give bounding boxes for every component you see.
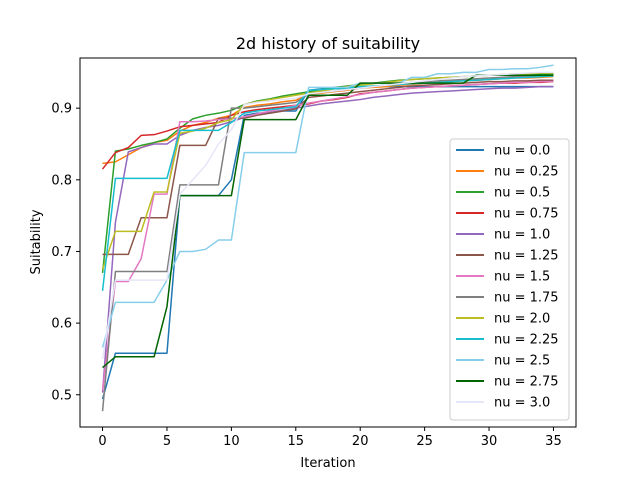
legend-label-12: nu = 3.0 — [494, 396, 550, 411]
series-line-12 — [101, 71, 554, 360]
y-tick-label: 0.5 — [51, 388, 72, 403]
legend: nu = 0.0 nu = 0.25 nu = 0.5 nu = 0.75 nu = 1… — [449, 138, 570, 421]
x-axis-label: Iteration — [300, 456, 355, 471]
legend-label-7: nu = 1.75 — [494, 291, 559, 306]
x-tick-label: 25 — [416, 434, 433, 449]
legend-label-9: nu = 2.25 — [494, 333, 559, 348]
legend-box — [449, 138, 570, 421]
x-tick-label: 35 — [545, 434, 562, 449]
x-tick-label: 20 — [352, 434, 369, 449]
legend-label-3: nu = 0.75 — [494, 207, 559, 222]
x-tick-label: 30 — [481, 434, 498, 449]
chart-title: 2d history of suitability — [236, 34, 420, 53]
legend-label-8: nu = 2.0 — [494, 312, 550, 327]
x-tick-label: 0 — [98, 434, 106, 449]
x-tick-label: 15 — [288, 434, 305, 449]
legend-label-10: nu = 2.5 — [494, 354, 550, 369]
legend-label-6: nu = 1.5 — [494, 270, 550, 285]
series-line-6 — [101, 80, 554, 391]
series-layer — [101, 64, 554, 412]
y-axis-label: Suitability — [29, 209, 44, 274]
legend-label-5: nu = 1.25 — [494, 249, 559, 264]
series-line-9 — [101, 75, 554, 291]
y-tick-label: 0.9 — [51, 102, 72, 117]
legend-label-1: nu = 0.25 — [494, 165, 559, 180]
x-axis: 0 5 10 15 20 25 30 35 — [98, 427, 562, 449]
y-tick-label: 0.8 — [51, 173, 72, 188]
legend-label-0: nu = 0.0 — [494, 144, 550, 159]
legend-label-4: nu = 1.0 — [494, 228, 550, 243]
plot-frame — [79, 57, 577, 428]
x-tick-label: 10 — [223, 434, 240, 449]
legend-label-11: nu = 2.75 — [494, 375, 559, 390]
y-axis: 0.5 0.6 0.7 0.8 0.9 — [51, 102, 80, 403]
y-tick-label: 0.6 — [51, 317, 72, 332]
legend-label-2: nu = 0.5 — [494, 186, 550, 201]
y-tick-label: 0.7 — [51, 245, 72, 260]
x-tick-label: 5 — [163, 434, 171, 449]
series-line-10 — [101, 64, 554, 348]
